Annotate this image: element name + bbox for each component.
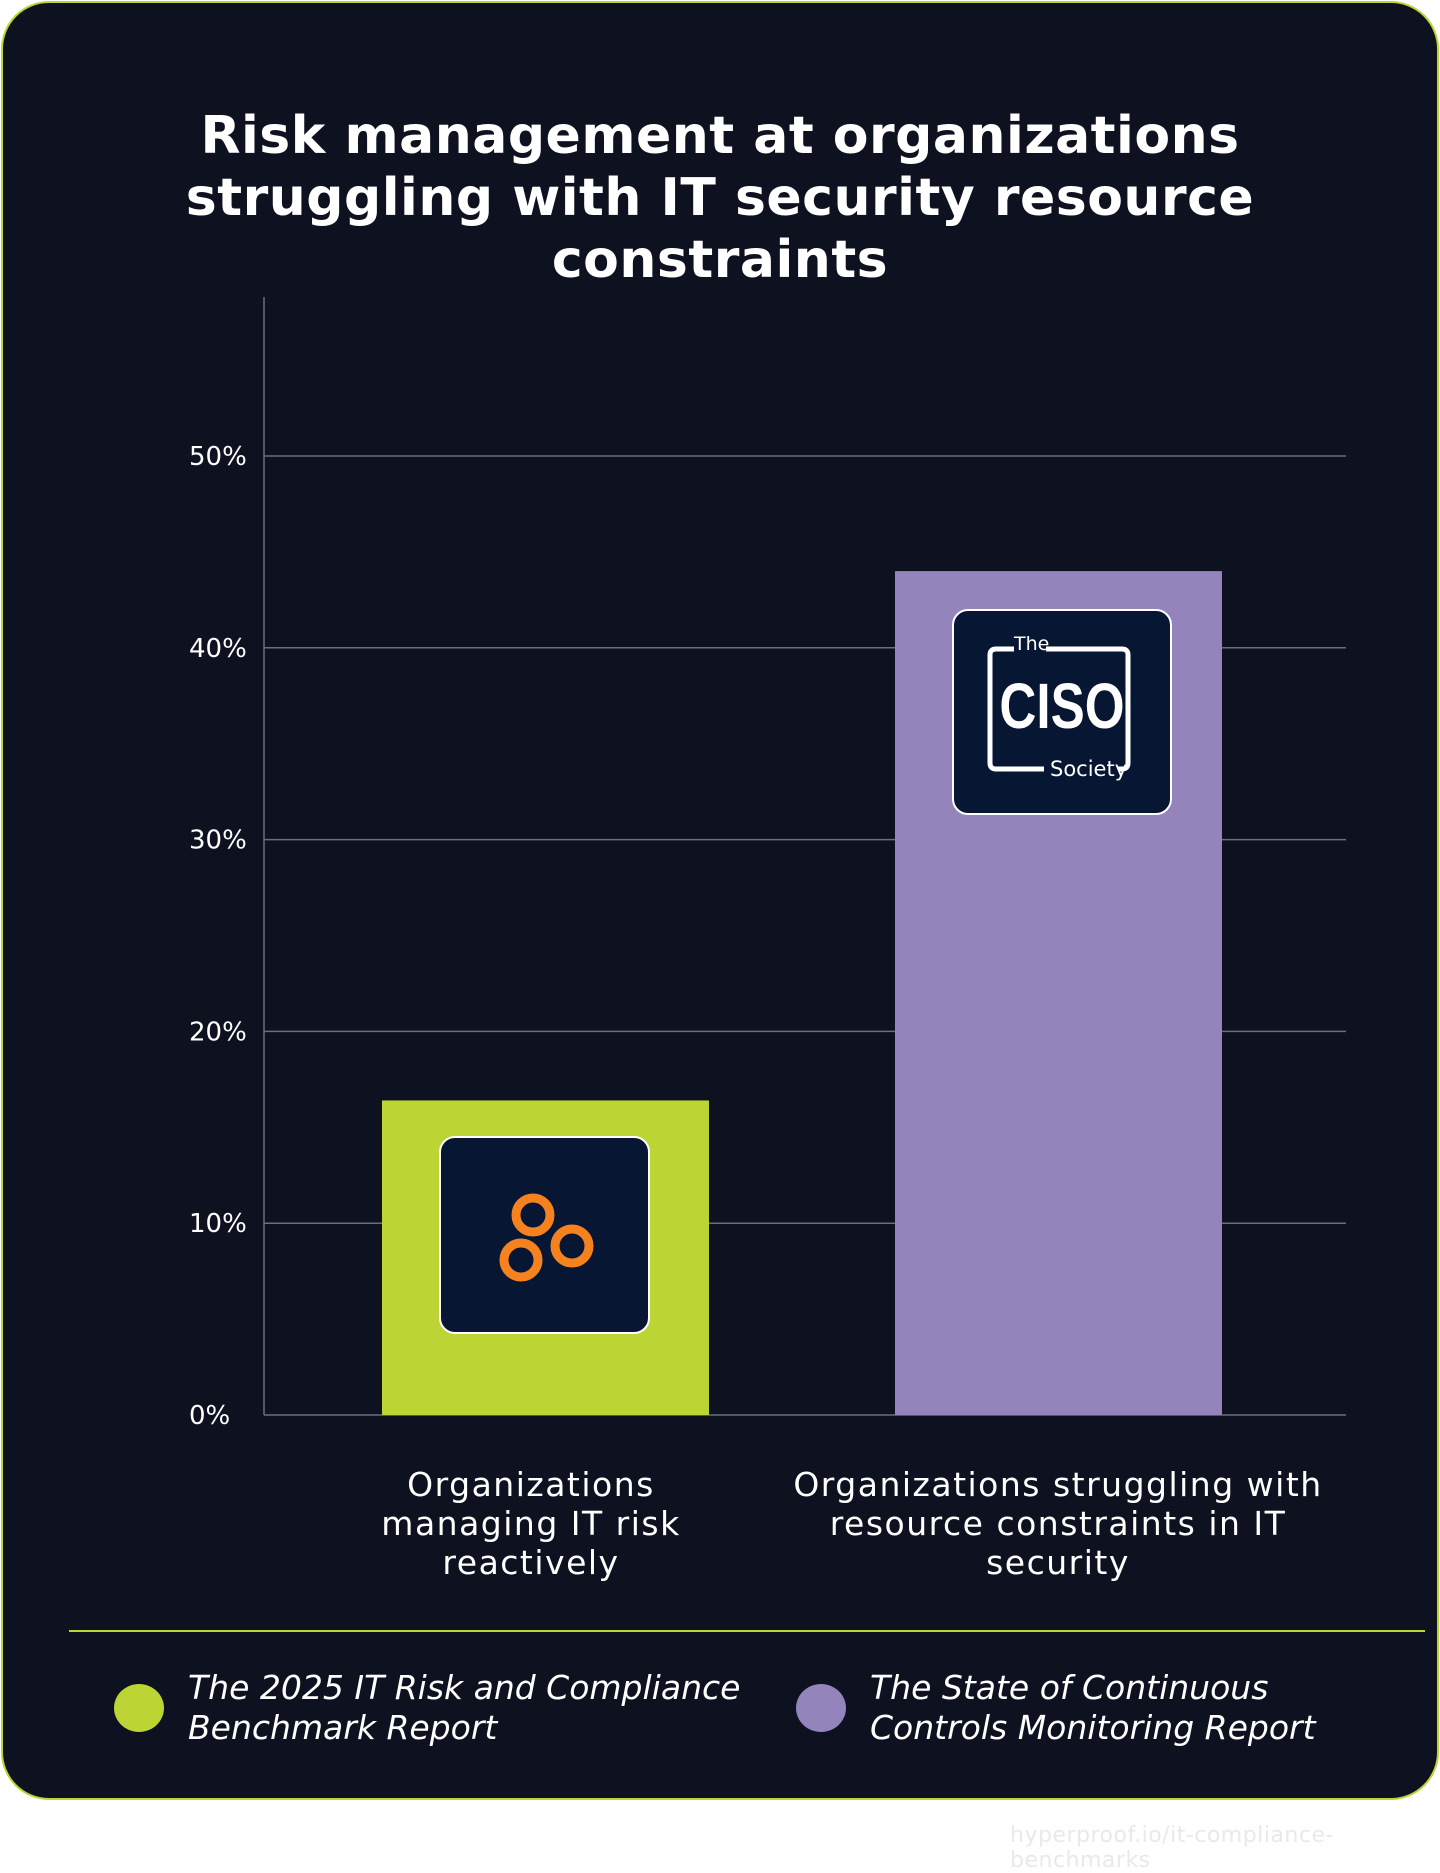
category-label-line: managing IT risk: [381, 1504, 681, 1543]
y-tick-label: 50%: [189, 442, 247, 472]
category-label-line: security: [986, 1543, 1130, 1582]
y-tick-label: 40%: [189, 634, 247, 664]
legend-item: The State of Continuous Controls Monitor…: [796, 1668, 1430, 1748]
title-line: constraints: [551, 230, 889, 290]
y-tick-label: 20%: [189, 1017, 247, 1047]
ciso-text: CISO: [999, 670, 1125, 742]
ciso-society-logo: The CISO Society: [952, 609, 1172, 815]
legend-label-line: The 2025 IT Risk and Compliance: [188, 1668, 741, 1707]
category-label: Organizations managing IT risk reactivel…: [316, 1465, 746, 1582]
ciso-society-badge-icon: [987, 646, 1131, 772]
legend-item: The 2025 IT Risk and Compliance Benchmar…: [114, 1668, 748, 1748]
legend-swatch: [114, 1684, 164, 1732]
chart-title: Risk management at organizations struggl…: [3, 105, 1437, 291]
category-label-line: Organizations struggling with: [793, 1465, 1323, 1504]
ciso-society-text: Society: [1050, 757, 1128, 781]
legend-divider: [69, 1630, 1425, 1632]
category-label: Organizations struggling with resource c…: [763, 1465, 1353, 1582]
category-label-line: reactively: [442, 1543, 620, 1582]
y-tick-label: 10%: [189, 1209, 247, 1239]
category-label-line: resource constraints in IT: [829, 1504, 1287, 1543]
chart-card: Risk management at organizations struggl…: [1, 1, 1439, 1800]
legend-label-line: The State of Continuous: [870, 1668, 1269, 1707]
y-tick-label: 30%: [189, 826, 247, 856]
bar-chart: 0% 10% 20% 30% 40% 50%: [189, 297, 1346, 1431]
legend-label: The State of Continuous Controls Monitor…: [870, 1668, 1430, 1748]
legend-label-line: Controls Monitoring Report: [870, 1708, 1316, 1747]
title-line: struggling with IT security resource: [185, 168, 1255, 228]
ciso-the-text: The: [1014, 633, 1050, 655]
footer-url: hyperproof.io/it-compliance-benchmarks: [1010, 1823, 1334, 1873]
hyperproof-rings-icon: [499, 1193, 594, 1282]
legend-label-line: Benchmark Report: [188, 1708, 498, 1747]
hyperproof-logo: [439, 1136, 650, 1334]
category-label-line: Organizations: [407, 1465, 655, 1504]
legend-swatch: [796, 1684, 846, 1732]
title-line: Risk management at organizations: [200, 106, 1240, 166]
y-tick-label: 0%: [189, 1401, 230, 1431]
legend-label: The 2025 IT Risk and Compliance Benchmar…: [188, 1668, 748, 1748]
